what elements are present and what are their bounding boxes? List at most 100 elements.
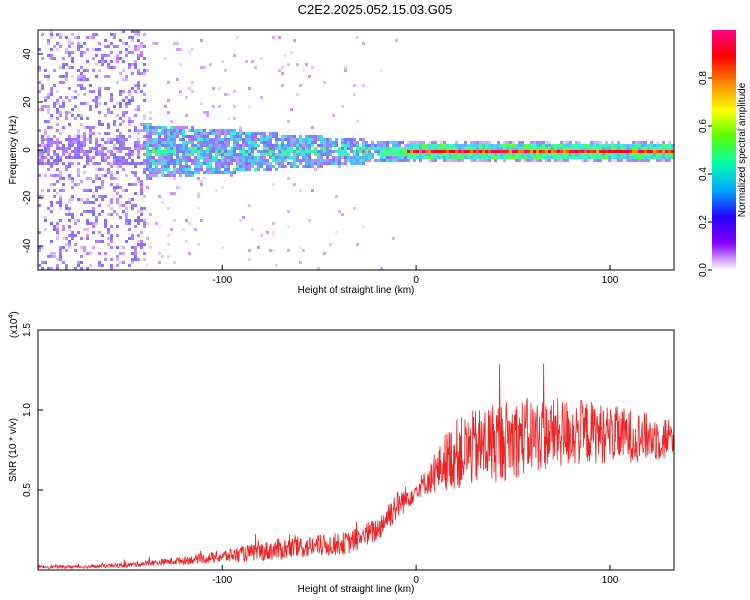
- heatmap-cell: [173, 177, 176, 180]
- heatmap-cell: [104, 147, 107, 150]
- heatmap-cell: [176, 135, 179, 138]
- heatmap-cell: [218, 141, 221, 144]
- heatmap-cell: [92, 195, 95, 198]
- heatmap-cell: [155, 138, 158, 141]
- heatmap-cell: [236, 138, 239, 141]
- heatmap-cell: [101, 156, 104, 159]
- heatmap-cell: [218, 165, 221, 168]
- heatmap-cell: [80, 54, 83, 57]
- heatmap-cell: [152, 156, 155, 159]
- heatmap-cell: [476, 156, 479, 159]
- heatmap-cell: [80, 117, 83, 120]
- heatmap-cell: [143, 243, 146, 246]
- heatmap-cell: [107, 66, 110, 69]
- heatmap-cell: [119, 150, 122, 153]
- heatmap-cell: [203, 66, 206, 69]
- heatmap-cell: [248, 141, 251, 144]
- heatmap-cell: [356, 153, 359, 156]
- heatmap-cell: [146, 222, 149, 225]
- heatmap-cell: [317, 144, 320, 147]
- heatmap-cell: [98, 144, 101, 147]
- heatmap-cell: [473, 153, 476, 156]
- heatmap-cell: [590, 141, 593, 144]
- heatmap-cell: [233, 132, 236, 135]
- heatmap-cell: [77, 141, 80, 144]
- heatmap-cell: [65, 63, 68, 66]
- heatmap-cell: [566, 144, 569, 147]
- heatmap-cell: [203, 135, 206, 138]
- heatmap-cell: [224, 165, 227, 168]
- heatmap-cell: [95, 153, 98, 156]
- heatmap-cell: [59, 141, 62, 144]
- heatmap-cell: [125, 201, 128, 204]
- heatmap-cell: [236, 153, 239, 156]
- heatmap-cell: [167, 129, 170, 132]
- heatmap-cell: [647, 153, 650, 156]
- heatmap-cell: [233, 159, 236, 162]
- heatmap-cell: [140, 123, 143, 126]
- heatmap-cell: [515, 147, 518, 150]
- heatmap-cell: [308, 144, 311, 147]
- heatmap-cell: [311, 141, 314, 144]
- heatmap-cell: [218, 105, 221, 108]
- heatmap-cell: [515, 156, 518, 159]
- heatmap-cell: [50, 117, 53, 120]
- heatmap-cell: [245, 135, 248, 138]
- heatmap-cell: [551, 150, 554, 153]
- heatmap-cell: [143, 72, 146, 75]
- heatmap-cell: [293, 183, 296, 186]
- heatmap-cell: [428, 144, 431, 147]
- heatmap-cell: [539, 156, 542, 159]
- heatmap-cell: [278, 156, 281, 159]
- heatmap-cell: [323, 153, 326, 156]
- heatmap-cell: [116, 264, 119, 267]
- heatmap-cell: [77, 45, 80, 48]
- heatmap-cell: [368, 150, 371, 153]
- heatmap-cell: [542, 156, 545, 159]
- heatmap-cell: [134, 174, 137, 177]
- colorbar-tick-label: 0.8: [698, 71, 709, 85]
- heatmap-cell: [104, 225, 107, 228]
- heatmap-cell: [320, 138, 323, 141]
- heatmap-cell: [572, 153, 575, 156]
- heatmap-cell: [230, 147, 233, 150]
- heatmap-cell: [293, 156, 296, 159]
- heatmap-cell: [596, 153, 599, 156]
- heatmap-cell: [287, 210, 290, 213]
- heatmap-cell: [137, 141, 140, 144]
- heatmap-cell: [146, 129, 149, 132]
- heatmap-cell: [116, 177, 119, 180]
- heatmap-cell: [56, 201, 59, 204]
- heatmap-cell: [596, 144, 599, 147]
- heatmap-cell: [284, 144, 287, 147]
- heatmap-cell: [83, 135, 86, 138]
- heatmap-cell: [296, 141, 299, 144]
- heatmap-cell: [77, 156, 80, 159]
- heatmap-cell: [659, 150, 662, 153]
- heatmap-cell: [164, 126, 167, 129]
- heatmap-cell: [524, 159, 527, 162]
- heatmap-cell: [83, 210, 86, 213]
- heatmap-cell: [341, 138, 344, 141]
- heatmap-cell: [125, 153, 128, 156]
- heatmap-cell: [152, 126, 155, 129]
- heatmap-cell: [137, 222, 140, 225]
- heatmap-cell: [137, 87, 140, 90]
- heatmap-cell: [77, 153, 80, 156]
- heatmap-cell: [539, 153, 542, 156]
- heatmap-cell: [242, 159, 245, 162]
- heatmap-cell: [56, 117, 59, 120]
- heatmap-cell: [182, 126, 185, 129]
- heatmap-cell: [293, 150, 296, 153]
- heatmap-cell: [137, 81, 140, 84]
- heatmap-cell: [77, 48, 80, 51]
- heatmap-cell: [263, 168, 266, 171]
- heatmap-cell: [548, 150, 551, 153]
- heatmap-cell: [200, 180, 203, 183]
- heatmap-cell: [593, 150, 596, 153]
- heatmap-cell: [44, 216, 47, 219]
- heatmap-cell: [347, 153, 350, 156]
- heatmap-cell: [137, 108, 140, 111]
- heatmap-cell: [602, 147, 605, 150]
- heatmap-cell: [203, 144, 206, 147]
